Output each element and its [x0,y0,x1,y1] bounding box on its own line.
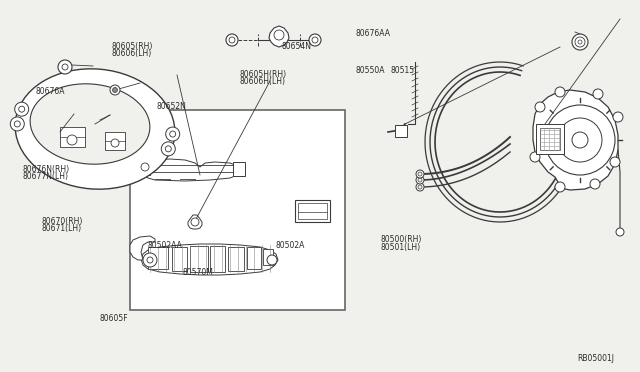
Circle shape [113,87,118,93]
Bar [263,249,273,265]
Text: 80605H(RH): 80605H(RH) [240,70,287,79]
Circle shape [416,170,424,178]
Circle shape [572,34,588,50]
Bar [295,200,330,222]
Circle shape [147,257,153,263]
Circle shape [545,105,615,175]
Circle shape [67,135,77,145]
Bar [60,127,85,147]
Text: 80654N: 80654N [282,42,312,51]
Text: 80606H(LH): 80606H(LH) [240,77,286,86]
Circle shape [267,255,277,265]
Ellipse shape [15,69,175,189]
Circle shape [143,253,157,267]
Text: RB05001J: RB05001J [577,355,614,363]
Text: 80606(LH): 80606(LH) [112,49,152,58]
Text: 80605(RH): 80605(RH) [112,42,154,51]
Bar [298,203,327,219]
Text: 80501(LH): 80501(LH) [381,243,421,252]
Bar [210,246,225,272]
Text: 80677N(LH): 80677N(LH) [22,172,68,181]
Circle shape [418,178,422,182]
Text: 80570M: 80570M [182,268,213,277]
Polygon shape [269,26,289,47]
Circle shape [19,106,25,112]
Circle shape [418,185,422,189]
Bar [148,247,168,269]
Text: 80502A: 80502A [275,241,305,250]
Circle shape [110,85,120,95]
Circle shape [555,182,565,192]
Bar [247,247,261,269]
Circle shape [161,142,175,156]
Text: 80515: 80515 [390,66,415,75]
Bar [540,128,560,150]
Circle shape [590,179,600,189]
Circle shape [166,127,180,141]
Circle shape [535,102,545,112]
Circle shape [558,118,602,162]
Bar [228,247,244,271]
Bar [130,110,345,310]
Circle shape [418,172,422,176]
Polygon shape [130,236,155,260]
Circle shape [575,37,585,47]
Circle shape [416,176,424,184]
Text: 80676AA: 80676AA [355,29,390,38]
Bar [105,132,125,150]
Circle shape [10,117,24,131]
Circle shape [274,30,284,40]
Ellipse shape [30,84,150,164]
Circle shape [226,34,238,46]
Circle shape [616,228,624,236]
Circle shape [15,102,29,116]
Text: 80652N: 80652N [157,102,187,110]
Text: 80676N(RH): 80676N(RH) [22,165,70,174]
Circle shape [111,139,119,147]
Text: 80671(LH): 80671(LH) [42,224,82,233]
Circle shape [229,37,235,43]
Circle shape [593,89,603,99]
Bar [190,246,208,272]
Circle shape [312,37,318,43]
Bar [140,159,150,175]
Circle shape [572,132,588,148]
Text: 80670(RH): 80670(RH) [42,217,83,226]
Circle shape [555,87,565,97]
Circle shape [191,218,199,226]
Bar [536,124,564,154]
Bar [233,162,245,176]
Circle shape [530,152,540,162]
Text: 80550A: 80550A [355,66,385,75]
Circle shape [58,60,72,74]
Text: 80676A: 80676A [35,87,65,96]
Circle shape [165,146,172,152]
Circle shape [578,40,582,44]
Polygon shape [533,90,618,190]
Circle shape [416,183,424,191]
Polygon shape [141,244,278,275]
Circle shape [170,131,176,137]
Bar [395,125,407,137]
Circle shape [14,121,20,127]
Text: 80500(RH): 80500(RH) [381,235,422,244]
Text: 80502AA: 80502AA [147,241,182,250]
Circle shape [141,163,149,171]
Circle shape [613,112,623,122]
Circle shape [62,64,68,70]
Circle shape [610,157,620,167]
Bar [172,247,187,271]
Text: 80605F: 80605F [99,314,128,323]
Circle shape [309,34,321,46]
Polygon shape [144,159,238,181]
Polygon shape [30,115,60,159]
Polygon shape [188,215,202,229]
